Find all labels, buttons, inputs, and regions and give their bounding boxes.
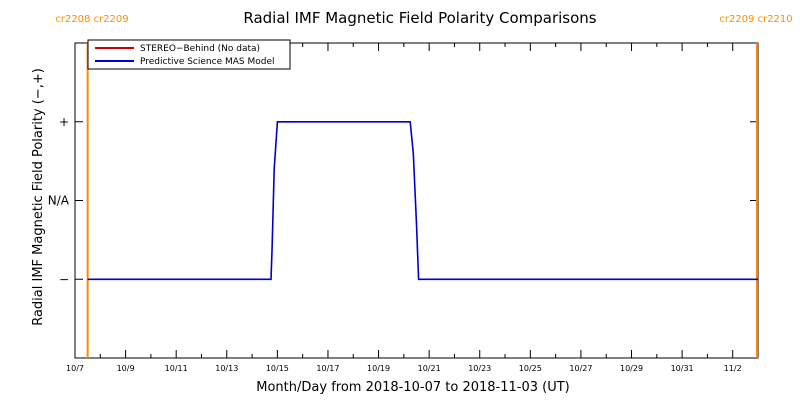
x-tick-label: 10/13 — [215, 364, 238, 373]
x-tick-label: 10/15 — [266, 364, 289, 373]
y-axis-ticks: + N/A − — [48, 115, 758, 286]
x-tick-label: 10/29 — [620, 364, 643, 373]
legend-box — [87, 39, 291, 70]
y-tick-label: N/A — [48, 194, 70, 208]
x-tick-label: 10/25 — [519, 364, 542, 373]
x-axis-ticks: 10/7 10/9 10/11 10/13 10/15 10/17 10/19 10/21 10… — [66, 43, 759, 373]
series-line-1 — [87, 121, 758, 281]
plot-frame — [74, 42, 759, 359]
y-tick-label: − — [59, 272, 69, 286]
x-tick-label: 10/11 — [165, 364, 188, 373]
carrington-label-right: cr2209 cr2210 — [719, 14, 792, 25]
x-tick-label: 10/21 — [418, 364, 441, 373]
carrington-markers — [86, 43, 758, 358]
series-lines — [87, 121, 758, 281]
x-tick-label: 11/2 — [724, 364, 742, 373]
x-tick-label: 10/31 — [671, 364, 694, 373]
legend: STEREO−Behind (No data) Predictive Scien… — [87, 39, 291, 70]
x-tick-label: 10/27 — [569, 364, 592, 373]
legend-label-stereo: STEREO−Behind (No data) — [140, 44, 260, 54]
x-tick-label: 10/9 — [117, 364, 135, 373]
legend-label-mas: Predictive Science MAS Model — [140, 57, 275, 67]
x-tick-label: 10/17 — [316, 364, 339, 373]
carrington-label-left: cr2208 cr2209 — [55, 14, 128, 25]
x-tick-label: 10/19 — [367, 364, 390, 373]
y-tick-label: + — [59, 115, 69, 129]
chart-title: Radial IMF Magnetic Field Polarity Compa… — [243, 9, 596, 27]
y-axis-label: Radial IMF Magnetic Field Polarity (−,+) — [31, 68, 46, 326]
x-axis-label: Month/Day from 2018-10-07 to 2018-11-03 … — [256, 380, 569, 395]
x-tick-label: 10/23 — [468, 364, 491, 373]
x-tick-label: 10/7 — [66, 364, 84, 373]
